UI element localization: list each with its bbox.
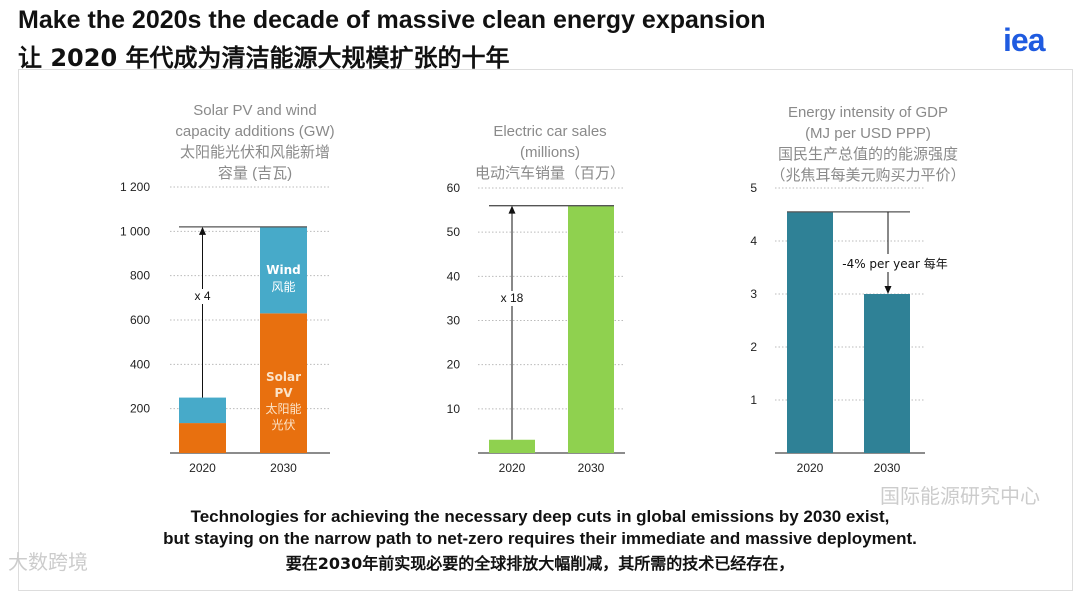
y-tick-label: 600 xyxy=(130,313,150,327)
y-tick-label: 400 xyxy=(130,357,150,371)
title-line: 太阳能光伏和风能新增 xyxy=(179,144,330,161)
solar-label: 太阳能 xyxy=(265,401,301,416)
chart3-title: Energy intensity of GDP (MJ per USD PPP) 国… xyxy=(748,102,988,186)
title-line: Electric car sales xyxy=(493,123,607,140)
y-tick-label: 1 200 xyxy=(120,180,150,194)
y-tick-label: 20 xyxy=(447,358,461,372)
solar-label: PV xyxy=(274,386,293,400)
solar-label: Solar xyxy=(266,370,301,384)
title-line: 国民生产总值的的能源强度 xyxy=(777,146,958,163)
chart1-title: Solar PV and wind capacity additions (GW)… xyxy=(130,100,380,184)
y-tick-label: 1 000 xyxy=(120,224,150,238)
title-line: （兆焦耳每美元购买力平价） xyxy=(770,167,966,184)
y-tick-label: 4 xyxy=(750,234,757,248)
annotation-bg xyxy=(845,254,945,272)
x-tick-label: 2020 xyxy=(189,461,216,475)
x-tick-label: 2030 xyxy=(874,461,901,475)
title-line: (millions) xyxy=(520,144,580,161)
x-tick-label: 2030 xyxy=(578,461,605,475)
annotation: x 18 xyxy=(501,291,524,305)
y-tick-label: 40 xyxy=(447,269,461,283)
title-line: 电动汽车销量（百万） xyxy=(474,165,625,182)
footer-line2: but staying on the narrow path to net-ze… xyxy=(163,529,917,548)
y-tick-label: 30 xyxy=(447,314,461,328)
bar-2030 xyxy=(260,313,307,453)
bar-2020 xyxy=(179,397,226,424)
arrow-head xyxy=(508,205,516,214)
footer-line1: Technologies for achieving the necessary… xyxy=(190,507,890,526)
bar-2030 xyxy=(568,205,614,453)
wind-label-zh: 风能 xyxy=(271,280,295,294)
y-tick-label: 50 xyxy=(447,225,461,239)
annotation: -4% per year 每年 xyxy=(842,256,948,271)
x-tick-label: 2020 xyxy=(797,461,824,475)
y-tick-label: 3 xyxy=(750,287,757,301)
chart2-title: Electric car sales (millions) 电动汽车销量（百万） xyxy=(430,121,670,184)
annotation: x 4 xyxy=(194,289,210,303)
y-tick-label: 1 xyxy=(750,393,757,407)
title-line: 容量 (吉瓦) xyxy=(217,165,293,182)
iea-logo: iea xyxy=(1003,22,1045,58)
x-tick-label: 2020 xyxy=(499,461,526,475)
title-line: Solar PV and wind xyxy=(193,102,317,119)
bar-2020 xyxy=(787,211,833,453)
title-line: capacity additions (GW) xyxy=(175,123,335,140)
bar-2030 xyxy=(864,294,910,453)
title-line: (MJ per USD PPP) xyxy=(805,125,931,142)
y-tick-label: 200 xyxy=(130,402,150,416)
arrow-head xyxy=(884,286,892,294)
x-tick-label: 2030 xyxy=(270,461,297,475)
watermark-left: 大数跨境 xyxy=(8,552,88,574)
y-tick-label: 5 xyxy=(750,181,757,195)
arrow-head xyxy=(199,226,206,235)
title-line: Energy intensity of GDP xyxy=(787,104,949,121)
watermark-right: 国际能源研究中心 xyxy=(880,486,1040,508)
bar-2030 xyxy=(260,226,307,314)
title-en: Make the 2020s the decade of massive cle… xyxy=(18,6,766,34)
bar-2020 xyxy=(489,439,535,453)
y-tick-label: 800 xyxy=(130,269,150,283)
y-tick-label: 60 xyxy=(447,181,461,195)
title-zh: 让 2020 年代成为清洁能源大规模扩张的十年 xyxy=(18,44,510,72)
y-tick-label: 10 xyxy=(447,402,461,416)
y-tick-label: 2 xyxy=(750,340,757,354)
bar-2020 xyxy=(179,423,226,453)
annotation-bg xyxy=(498,291,526,306)
annotation-bg xyxy=(188,289,217,304)
solar-label: 光伏 xyxy=(271,418,295,432)
footer-line3: 要在2030年前实现必要的全球排放大幅削减，其所需的技术已经存在， xyxy=(285,554,795,573)
wind-label: Wind xyxy=(266,263,300,277)
